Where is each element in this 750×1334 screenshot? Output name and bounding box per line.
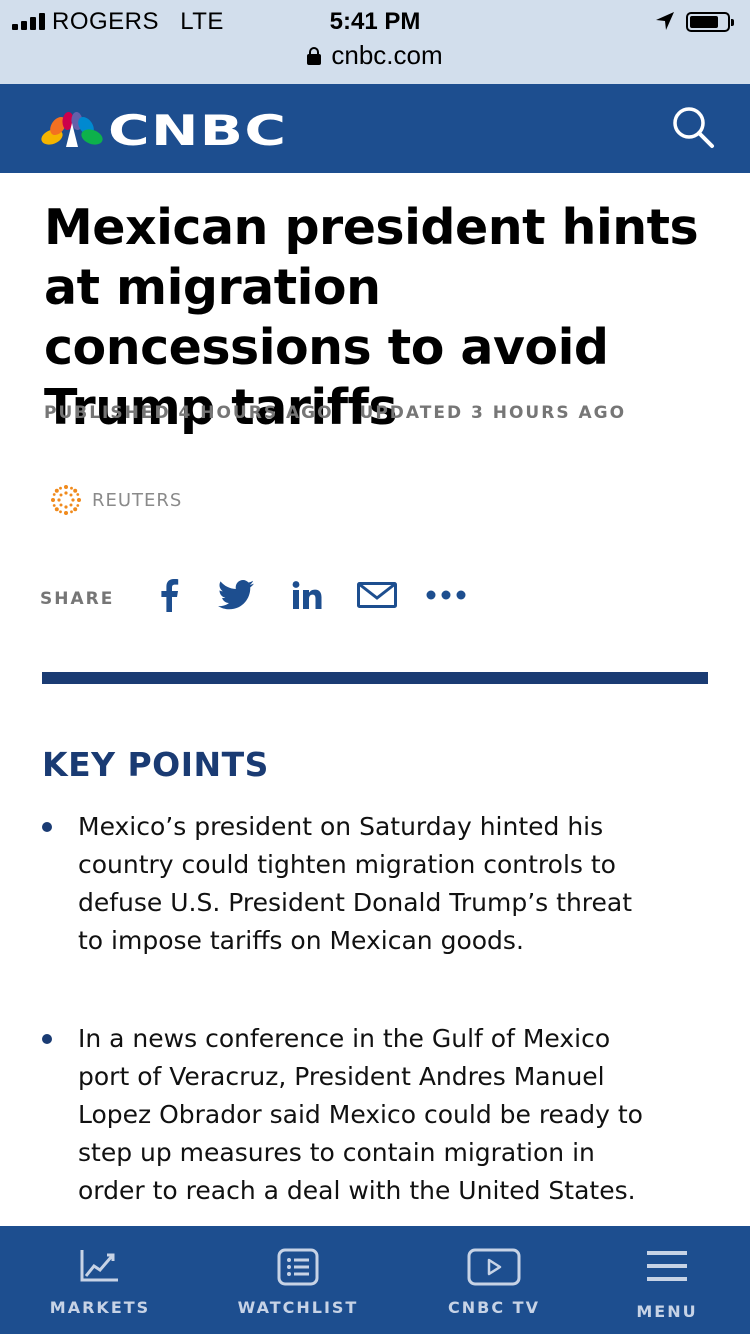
url-bar[interactable]: cnbc.com	[0, 40, 750, 71]
signal-icon	[12, 12, 45, 30]
bullet-icon	[42, 822, 52, 832]
nav-markets[interactable]: MARKETS	[40, 1226, 160, 1334]
list-icon	[277, 1248, 319, 1286]
key-point: Mexico’s president on Saturday hinted hi…	[42, 808, 662, 960]
bullet-icon	[42, 1034, 52, 1044]
peacock-icon	[41, 111, 103, 147]
bottom-nav: MARKETS WATCHLIST CNBC TV MENU	[0, 1226, 750, 1334]
twitter-share-button[interactable]	[216, 575, 256, 615]
twitter-icon	[218, 580, 254, 610]
linkedin-icon	[292, 581, 322, 609]
article-headline: Mexican president hints at migration con…	[44, 199, 699, 436]
search-icon[interactable]	[670, 104, 716, 150]
status-time: 5:41 PM	[329, 8, 421, 35]
nav-cnbc-tv[interactable]: CNBC TV	[434, 1226, 554, 1334]
email-share-button[interactable]	[356, 575, 398, 615]
play-icon	[467, 1248, 521, 1286]
updated-time: UPDATED 3 HOURS AGO	[359, 403, 627, 423]
logo-text: CNBC	[108, 106, 288, 155]
carrier-name: ROGERS	[52, 8, 160, 35]
url-text[interactable]: cnbc.com	[331, 40, 443, 70]
lock-icon	[307, 47, 322, 65]
more-share-button[interactable]	[426, 575, 466, 615]
linkedin-share-button[interactable]	[290, 575, 324, 615]
key-point: In a news conference in the Gulf of Mexi…	[42, 1020, 662, 1210]
cnbc-logo[interactable]: CNBC	[40, 106, 286, 155]
nav-label: WATCHLIST	[237, 1298, 359, 1317]
location-arrow-icon	[656, 12, 674, 30]
nav-label: MARKETS	[49, 1298, 151, 1317]
key-points-title: KEY POINTS	[42, 745, 269, 784]
article-source[interactable]: REUTERS	[50, 484, 182, 516]
nav-watchlist[interactable]: WATCHLIST	[228, 1226, 368, 1334]
battery-icon	[686, 12, 734, 32]
article-timestamps: PUBLISHED 4 HOURS AGO UPDATED 3 HOURS AGO	[44, 403, 626, 423]
share-label: SHARE	[40, 589, 115, 609]
published-time: PUBLISHED 4 HOURS AGO	[44, 403, 334, 423]
network-type: LTE	[180, 8, 224, 35]
more-icon	[426, 590, 466, 600]
facebook-share-button[interactable]	[154, 575, 184, 615]
key-point-text: In a news conference in the Gulf of Mexi…	[78, 1024, 643, 1205]
key-points-list: Mexico’s president on Saturday hinted hi…	[42, 808, 662, 1210]
key-point-text: Mexico’s president on Saturday hinted hi…	[78, 812, 633, 955]
status-bar: ROGERS LTE 5:41 PM	[0, 6, 750, 36]
section-divider	[42, 672, 708, 684]
email-icon	[357, 582, 397, 608]
nav-menu[interactable]: MENU	[612, 1226, 722, 1334]
source-label: REUTERS	[92, 489, 183, 511]
site-header: CNBC	[0, 84, 750, 173]
chart-icon	[80, 1250, 118, 1282]
browser-chrome: ROGERS LTE 5:41 PM cnbc.com	[0, 0, 750, 84]
facebook-icon	[161, 579, 179, 612]
hamburger-icon	[647, 1251, 687, 1281]
nav-label: CNBC TV	[448, 1298, 540, 1317]
nav-label: MENU	[636, 1302, 698, 1321]
reuters-logo-icon	[51, 485, 81, 515]
carrier-text: ROGERS LTE	[52, 8, 224, 36]
